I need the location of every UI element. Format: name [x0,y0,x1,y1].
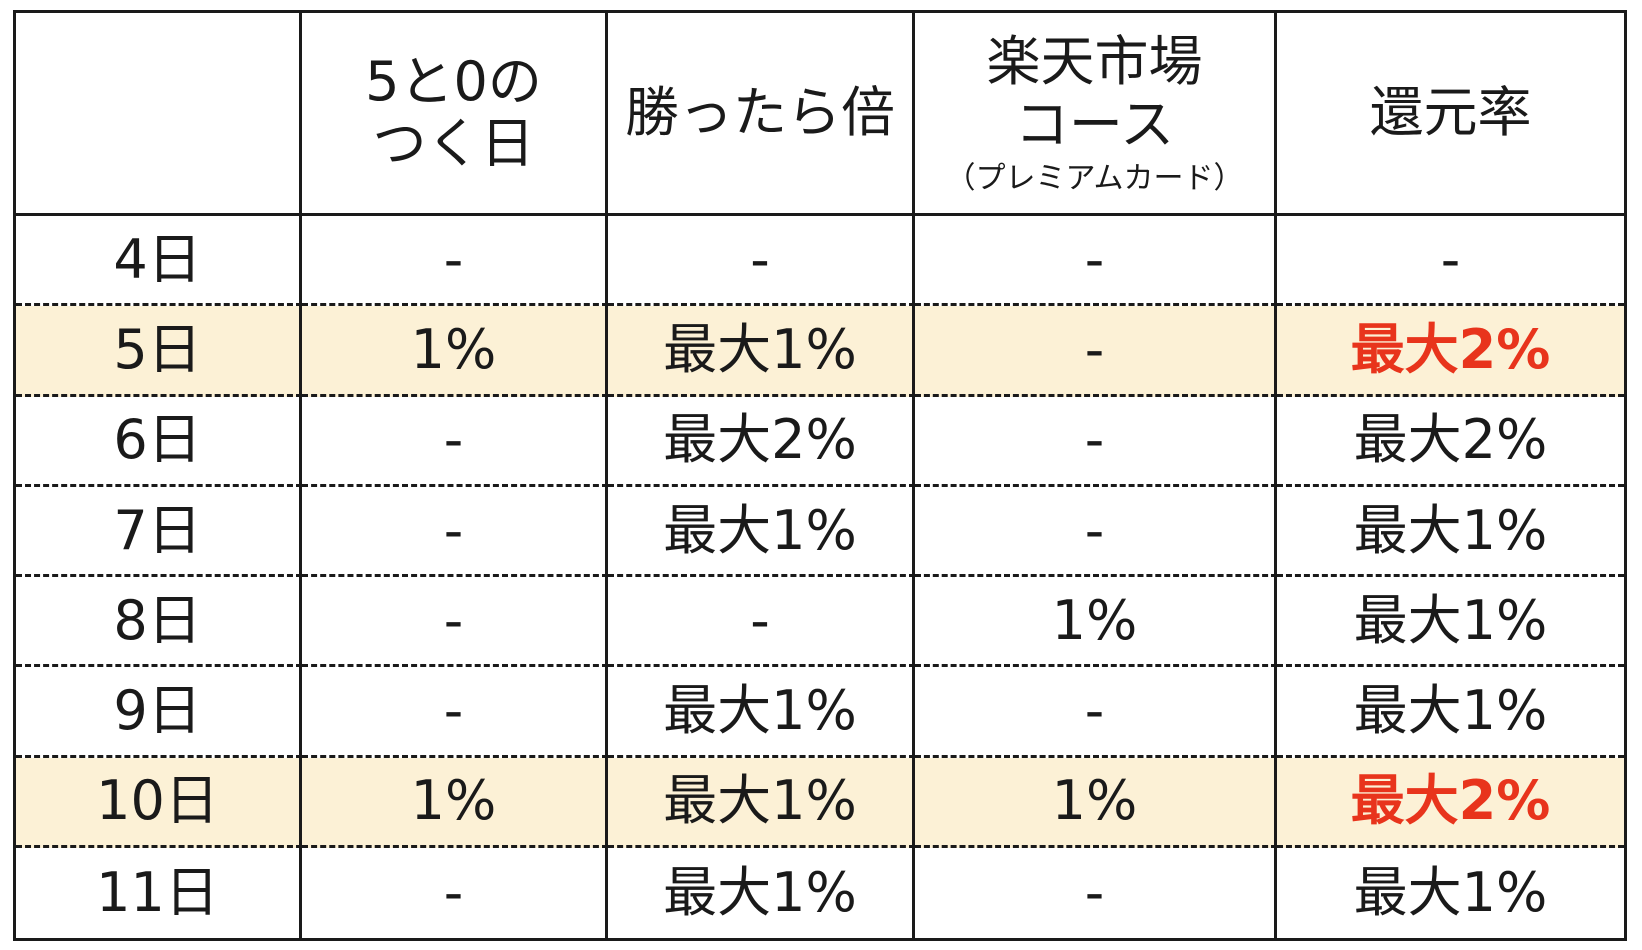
cell-five-zero-day: 1% [302,757,608,848]
cell-rebate-rate: 最大1% [1277,667,1624,758]
cell-double-if-win: 最大1% [608,306,915,397]
cell-double-if-win: 最大1% [608,847,915,938]
cell-five-zero-day: 1% [302,306,608,397]
cell-double-if-win: 最大2% [608,396,915,487]
cell-rebate-rate: 最大2% [1277,306,1624,397]
cell-five-zero-day: - [302,667,608,758]
cell-rakuten-course: 1% [915,577,1277,668]
cell-rebate-rate: - [1277,216,1624,307]
cell-double-if-win: 最大1% [608,757,915,848]
cell-rebate-rate: 最大1% [1353,861,1548,925]
header-line: 勝ったら倍 [625,80,895,144]
cell-five-zero-day: - [302,216,608,307]
cell-rakuten-course: - [915,847,1277,938]
cell-rebate-rate: 最大2% [1277,397,1624,487]
cell-double-if-win: - [608,216,915,307]
cell-five-zero-day: - [302,847,608,938]
cell-day: 10日 [16,757,302,848]
cell-five-zero-day: - [302,396,608,487]
cell-rebate-rate: 最大2% [1277,757,1624,848]
cell-day: 11日 [16,847,302,938]
cell-rebate-rate: 最大1% [1277,487,1624,577]
header-line: 5と0の [365,49,542,113]
cell-five-zero-day: - [302,577,608,668]
header-line: 楽天市場 [986,30,1203,94]
cell-rakuten-course: 1% [915,757,1277,848]
header-5-0-days: 5と0の つく日 [302,13,608,216]
header-line: コース [1014,92,1175,156]
header-subnote: （プレミアムカード） [945,160,1244,196]
header-double-if-win: 勝ったら倍 [608,13,915,216]
cell-day: 8日 [16,577,302,668]
rebate-table: 5と0の つく日 勝ったら倍 楽天市場 コース （プレミアムカード） 還元率 4日 - - - -5日… [13,10,1627,941]
cell-day: 9日 [16,667,302,758]
cell-day: 6日 [16,396,302,487]
header-rakuten-course: 楽天市場 コース （プレミアムカード） [915,13,1277,216]
header-day-corner [16,13,302,216]
cell-five-zero-day: - [302,486,608,577]
header-rebate-rate: 還元率 [1277,13,1624,216]
header-line: つく日 [372,112,535,175]
cell-rakuten-course: - [915,306,1277,397]
cell-double-if-win: 最大1% [608,486,915,577]
cell-rebate-rate: 最大1% [1277,577,1624,668]
cell-day: 4日 [16,216,302,307]
cell-rakuten-course: - [915,216,1277,307]
cell-day: 5日 [16,306,302,397]
cell-day: 7日 [16,486,302,577]
cell-double-if-win: 最大1% [608,667,915,758]
cell-double-if-win: - [608,577,915,668]
cell-rakuten-course: - [915,396,1277,487]
cell-rakuten-course: - [915,667,1277,758]
cell-rakuten-course: - [915,486,1277,577]
header-line: 還元率 [1369,80,1532,144]
